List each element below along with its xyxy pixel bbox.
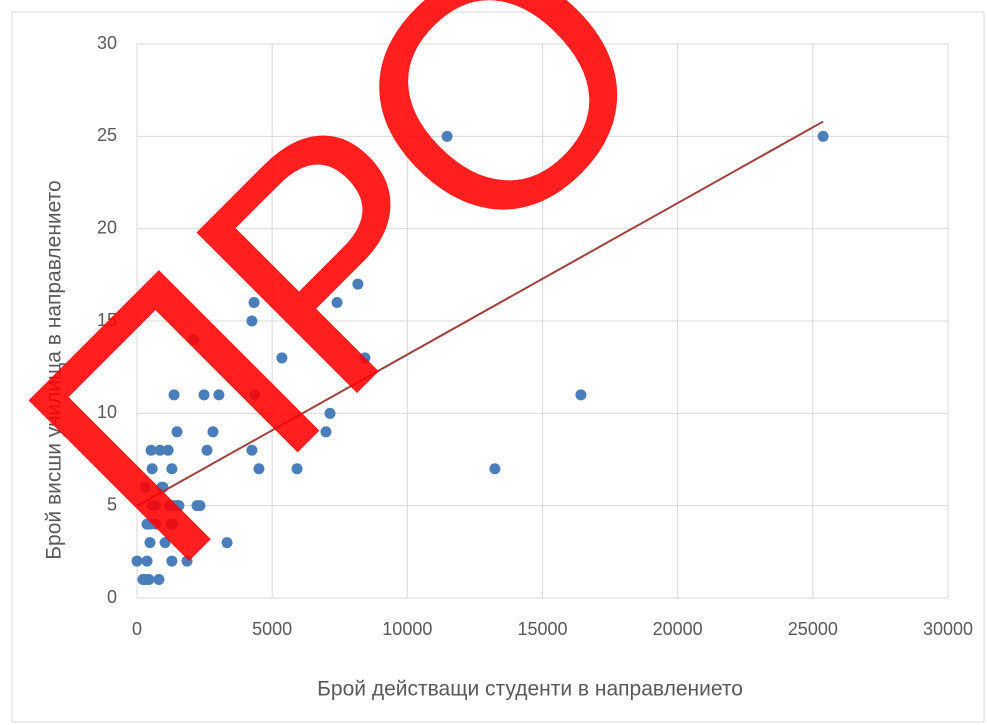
data-point — [324, 407, 336, 419]
data-point — [221, 537, 233, 549]
data-point — [150, 518, 162, 530]
data-point — [166, 463, 178, 475]
y-tick-label: 20 — [97, 217, 117, 237]
data-point — [253, 463, 265, 475]
data-point — [249, 389, 261, 401]
data-point — [154, 444, 166, 456]
data-point — [207, 426, 219, 438]
data-point — [291, 463, 303, 475]
data-point — [153, 574, 165, 586]
data-point — [331, 297, 343, 309]
data-point — [141, 555, 153, 567]
data-point — [171, 426, 183, 438]
x-tick-label: 30000 — [923, 619, 973, 639]
data-point — [166, 555, 178, 567]
x-tick-label: 5000 — [252, 619, 292, 639]
chart-frame — [11, 11, 985, 723]
data-point — [146, 463, 158, 475]
data-point — [817, 130, 829, 142]
data-point — [320, 426, 332, 438]
data-point — [575, 389, 587, 401]
watermark: ПРО — [0, 0, 719, 629]
x-tick-label: 25000 — [788, 619, 838, 639]
data-point — [159, 537, 171, 549]
data-point — [162, 444, 174, 456]
x-axis-title: Брой действащи студенти в направлението — [317, 678, 743, 701]
x-tick-label: 20000 — [653, 619, 703, 639]
data-point — [145, 444, 157, 456]
data-point — [359, 352, 371, 364]
data-point — [441, 130, 453, 142]
data-point — [198, 389, 210, 401]
x-tick-label: 0 — [132, 619, 142, 639]
x-tick-label: 10000 — [382, 619, 432, 639]
data-point — [149, 500, 161, 512]
data-point — [181, 555, 193, 567]
data-point — [140, 574, 152, 586]
x-tick-label: 15000 — [517, 619, 567, 639]
data-point — [173, 500, 185, 512]
y-tick-label: 25 — [97, 125, 117, 145]
data-point — [194, 500, 206, 512]
data-point — [248, 297, 260, 309]
data-point — [352, 278, 364, 290]
y-tick-label: 0 — [107, 587, 117, 607]
trendline — [136, 120, 824, 507]
data-point — [168, 389, 180, 401]
data-point — [213, 389, 225, 401]
y-tick-label: 15 — [97, 310, 117, 330]
data-point — [167, 518, 179, 530]
data-point — [246, 315, 258, 327]
y-tick-label: 5 — [107, 494, 117, 514]
data-point — [201, 444, 213, 456]
data-point — [246, 444, 258, 456]
data-point — [188, 333, 200, 345]
data-point — [489, 463, 501, 475]
y-axis-title: Брой висши училища в направлението — [43, 180, 66, 559]
data-point — [276, 352, 288, 364]
y-tick-label: 10 — [97, 402, 117, 422]
data-point — [139, 481, 151, 493]
y-tick-label: 30 — [97, 33, 117, 53]
data-point — [131, 555, 143, 567]
data-point — [144, 537, 156, 549]
